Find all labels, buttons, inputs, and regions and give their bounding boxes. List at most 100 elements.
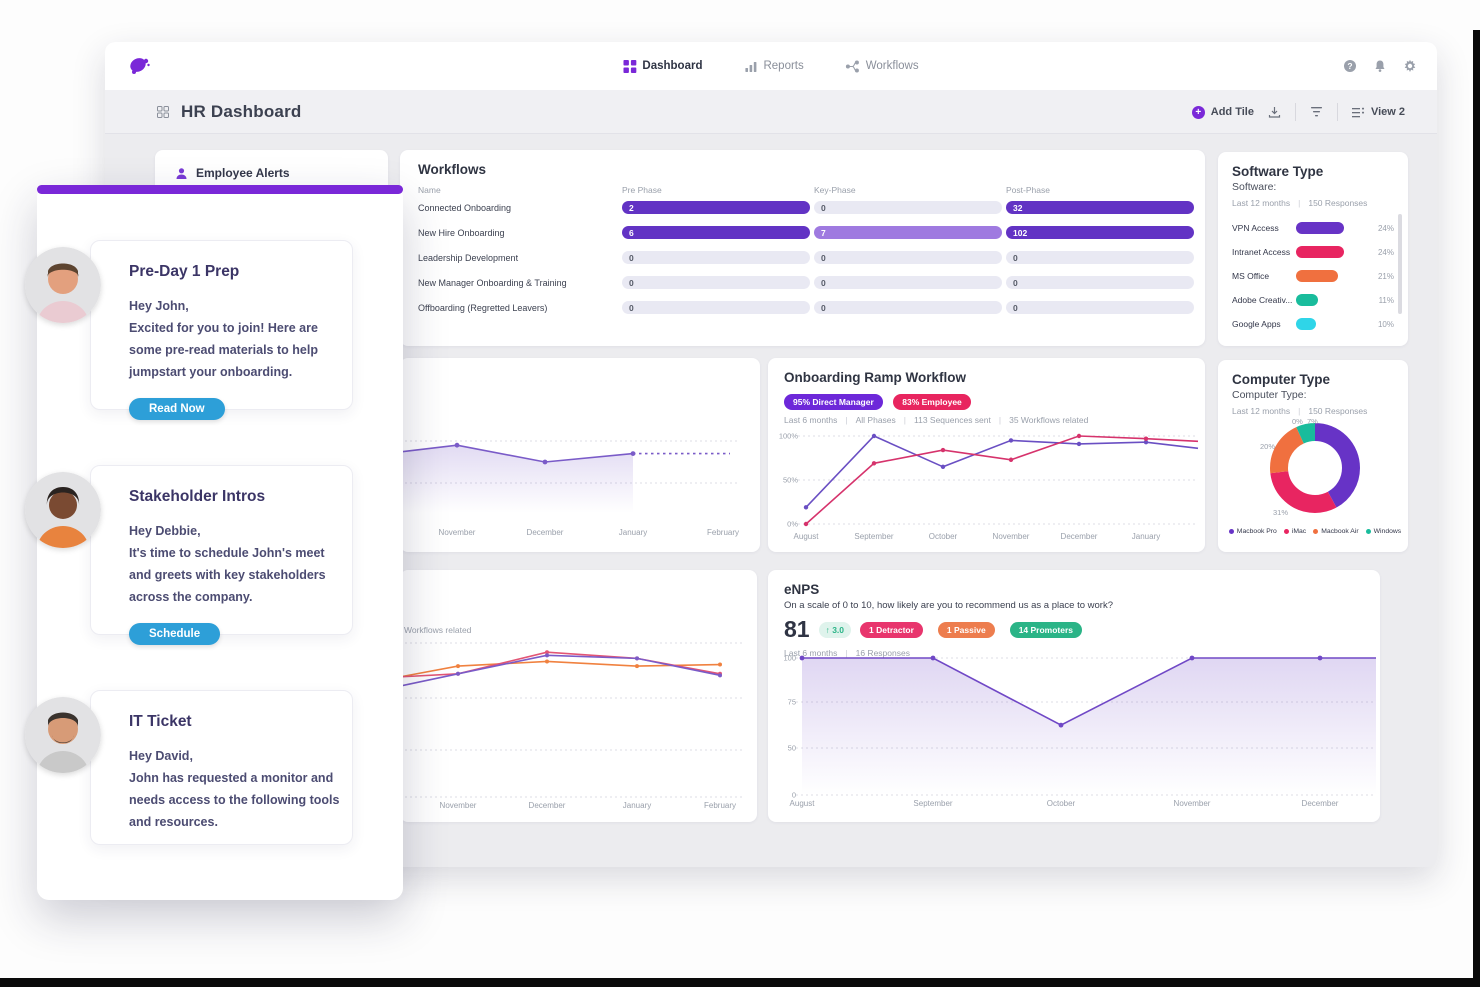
x-tick-label: December — [1301, 799, 1339, 808]
x-tick-label: January — [622, 801, 652, 810]
workflow-phase-bar[interactable]: 0 — [622, 251, 810, 264]
x-tick-label: October — [928, 532, 958, 541]
notifications-bell-icon[interactable] — [1372, 59, 1387, 74]
workflow-phase-bar[interactable]: 0 — [1006, 276, 1194, 289]
plus-icon: + — [1191, 105, 1205, 119]
y-tick-label: 50% — [782, 475, 798, 485]
avatar — [25, 472, 101, 548]
software-bar-row[interactable]: Adobe Creativ... 11% — [1232, 294, 1394, 306]
alert-card-stakeholder-intros[interactable]: Stakeholder Intros Hey Debbie, It's time … — [25, 465, 353, 645]
page-title: HR Dashboard — [181, 102, 302, 121]
x-tick-label: September — [913, 799, 953, 808]
y-tick-label: 100 — [783, 653, 796, 663]
workflow-phase-bar[interactable]: 6 — [622, 226, 810, 239]
computer-title: Computer Type — [1232, 372, 1331, 387]
legend-item[interactable]: iMac — [1283, 528, 1306, 535]
direct-manager-badge[interactable]: 95% Direct Manager — [784, 394, 883, 410]
view-label: View 2 — [1370, 106, 1405, 118]
add-tile-button[interactable]: + Add Tile — [1191, 105, 1254, 119]
download-button[interactable] — [1268, 106, 1281, 119]
software-type-panel: Software Type Software: Last 12 months | 1… — [1218, 152, 1408, 346]
workflow-name: New Hire Onboarding — [418, 227, 505, 238]
workflow-phase-bar[interactable]: 0 — [622, 301, 810, 314]
workflows-title: Workflows — [418, 162, 487, 177]
filter-button[interactable] — [1310, 106, 1323, 118]
workflow-phase-bar[interactable]: 102 — [1006, 226, 1194, 239]
view-list-icon — [1351, 107, 1364, 117]
read-now-button[interactable]: Read Now — [129, 398, 225, 420]
x-tick-label: November — [438, 528, 476, 537]
workflow-phase-bar[interactable]: 0 — [622, 276, 810, 289]
workflow-phase-bar[interactable]: 0 — [1006, 251, 1194, 264]
workflow-phase-bar[interactable]: 0 — [814, 201, 1002, 214]
filter-icon — [1310, 107, 1322, 117]
enps-area-chart — [796, 655, 1376, 796]
employee-badge[interactable]: 83% Employee — [893, 394, 971, 410]
workflow-phase-bar[interactable]: 0 — [814, 276, 1002, 289]
help-icon[interactable]: ? — [1342, 59, 1357, 74]
x-tick-label: August — [793, 532, 819, 541]
person-icon — [176, 167, 187, 179]
legend-item[interactable]: Macbook Pro — [1228, 528, 1277, 535]
x-tick-label: November — [992, 532, 1030, 541]
y-tick-label: 50 — [787, 743, 796, 753]
software-bar — [1296, 318, 1316, 330]
computer-donut-chart — [1270, 423, 1360, 513]
software-bar-row[interactable]: Google Apps 10% — [1232, 318, 1394, 330]
y-tick-label: 0 — [791, 790, 796, 800]
view-selector[interactable]: View 2 — [1351, 106, 1405, 118]
alert-body: Hey David, John has requested a monitor a… — [129, 749, 340, 829]
legend-item[interactable]: Macbook Air — [1313, 528, 1359, 535]
workflow-phase-bar[interactable]: 0 — [814, 251, 1002, 264]
nav-item-dashboard[interactable]: Dashboard — [623, 59, 702, 73]
workflow-row: Leadership Development 0 0 0 — [418, 245, 1194, 270]
workflow-phase-bar[interactable]: 32 — [1006, 201, 1194, 214]
enps-meta: Last 6 months | 16 Responses — [784, 648, 910, 658]
screen-edge — [1473, 30, 1480, 987]
tab-employee-alerts-label: Employee Alerts — [196, 166, 290, 180]
workflow-row: Offboarding (Regretted Leavers) 0 0 0 — [418, 295, 1194, 320]
layout-grid-icon — [157, 106, 169, 118]
software-subtitle: Software: — [1232, 181, 1277, 193]
workflow-name: Connected Onboarding — [418, 202, 512, 213]
detractor-badge[interactable]: 1 Detractor — [860, 621, 923, 638]
computer-type-panel: Computer Type Computer Type: Last 12 mon… — [1218, 360, 1408, 552]
workflow-phase-bar[interactable]: 0 — [1006, 301, 1194, 314]
workflow-row: New Manager Onboarding & Training 0 0 0 — [418, 270, 1194, 295]
settings-gear-icon[interactable] — [1402, 59, 1417, 74]
y-tick-label: 100% — [778, 431, 798, 441]
alert-card-pre-day-1-prep[interactable]: Pre-Day 1 Prep Hey John, Excited for you … — [25, 240, 353, 420]
workflow-phase-bar[interactable]: 0 — [814, 301, 1002, 314]
enps-score-row: 81 ↑ 3.0 1 Detractor 1 Passive 14 Promot… — [784, 616, 1364, 643]
onboarding-ramp-panel: Onboarding Ramp Workflow 95% Direct Mana… — [768, 358, 1205, 552]
dashboard-grid-icon — [623, 59, 637, 73]
onboarding-meta: Last 6 months | All Phases | 113 Sequences… — [784, 415, 1089, 425]
workflow-phase-bar[interactable]: 2 — [622, 201, 810, 214]
nav-item-reports[interactable]: Reports — [744, 60, 804, 73]
reports-barchart-icon — [745, 61, 757, 72]
app-logo-icon[interactable] — [127, 54, 153, 83]
workflow-phase-bar[interactable]: 7 — [814, 226, 1002, 239]
alert-body: Hey John, Excited for you to join! Here a… — [129, 299, 318, 379]
legend-item[interactable]: Windows — [1365, 528, 1401, 535]
x-tick-label: January — [1131, 532, 1161, 541]
workflows-table-header: Name Pre Phase Key-Phase Post-Phase — [418, 185, 1050, 195]
partial-multiline-chart-panel: Workflows related November December Januar… — [400, 570, 757, 822]
nav-item-workflows[interactable]: Workflows — [846, 60, 919, 73]
alert-body: Hey Debbie, It's time to schedule John's … — [129, 524, 326, 604]
software-bar — [1296, 222, 1344, 234]
schedule-button[interactable]: Schedule — [129, 623, 221, 645]
software-bar-row[interactable]: MS Office 21% — [1232, 270, 1394, 282]
software-bar-row[interactable]: Intranet Access 24% — [1232, 246, 1394, 258]
software-bar-row[interactable]: VPN Access 24% — [1232, 222, 1394, 234]
workflow-name: Leadership Development — [418, 252, 519, 263]
alert-card-it-ticket[interactable]: IT Ticket Hey David, John has requested a… — [25, 690, 353, 845]
scrollbar[interactable] — [1398, 214, 1402, 314]
promoters-badge[interactable]: 14 Promoters — [1009, 621, 1083, 638]
y-tick-label: 75 — [787, 697, 796, 707]
workflows-rows: Connected Onboarding 2 0 32 New Hire Onboard… — [418, 195, 1194, 320]
onboarding-title: Onboarding Ramp Workflow — [784, 370, 966, 385]
passive-badge[interactable]: 1 Passive — [937, 621, 995, 638]
enps-subtitle: On a scale of 0 to 10, how likely are yo… — [784, 600, 1113, 611]
